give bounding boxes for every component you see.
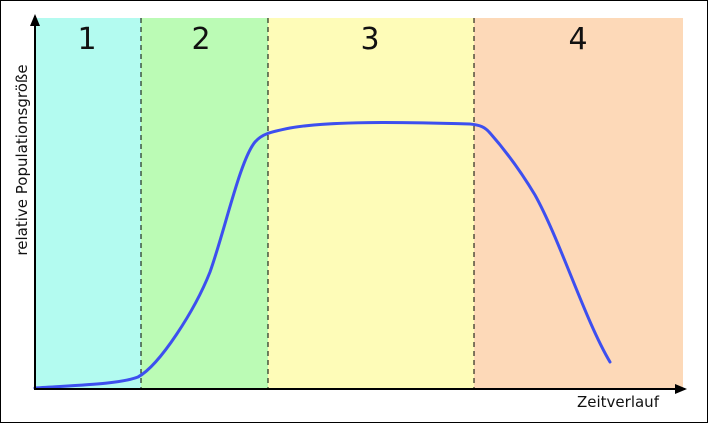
phase-label: 3 [360,22,379,57]
phase-label: 2 [191,22,210,57]
y-axis-label: relative Populationsgröße [13,64,31,255]
x-axis-label: Zeitverlauf [577,393,660,411]
phase-region [474,18,683,389]
phase-region [268,18,474,389]
population-curve [33,121,612,390]
phase-region [141,18,268,389]
phase-label: 4 [568,22,587,57]
phase-label: 1 [77,22,96,57]
phase-region [35,18,141,389]
